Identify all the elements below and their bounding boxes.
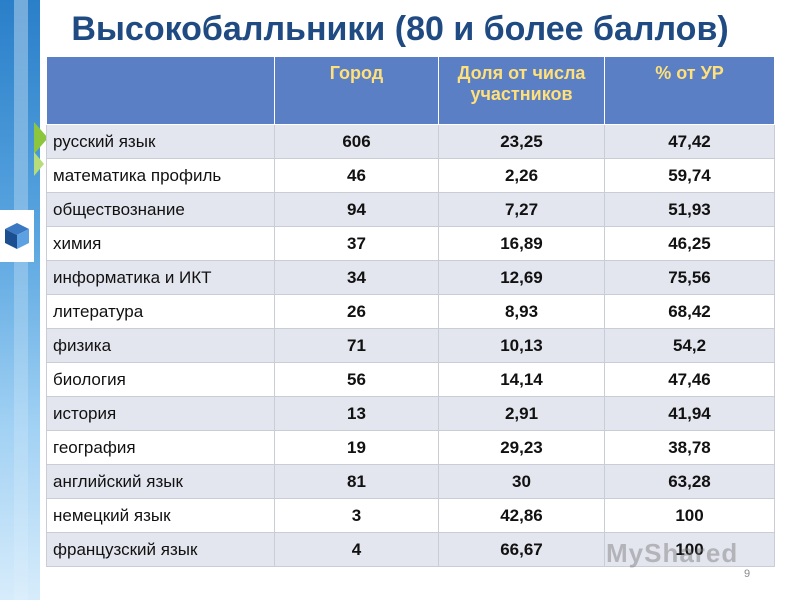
table-row: информатика и ИКТ 34 12,69 75,56 (46, 260, 775, 295)
table-row: обществознание 94 7,27 51,93 (46, 192, 775, 227)
cell-subject: информатика и ИКТ (46, 260, 275, 295)
table-row: русский язык 606 23,25 47,42 (46, 124, 775, 159)
table-row: химия 37 16,89 46,25 (46, 226, 775, 261)
table-row: физика 71 10,13 54,2 (46, 328, 775, 363)
left-decor-band (0, 0, 40, 600)
cell-percent: 41,94 (604, 396, 775, 431)
cell-share: 14,14 (438, 362, 605, 397)
cell-percent: 68,42 (604, 294, 775, 329)
table-header-row: Город Доля от числа участников % от УР (46, 56, 775, 125)
cell-share: 29,23 (438, 430, 605, 465)
cell-percent: 51,93 (604, 192, 775, 227)
results-table: Город Доля от числа участников % от УР р… (46, 56, 775, 567)
cell-share: 16,89 (438, 226, 605, 261)
logo (0, 210, 34, 262)
arrow-decor-icon (34, 122, 48, 154)
cell-city: 606 (274, 124, 439, 159)
cell-city: 81 (274, 464, 439, 499)
page-number: 9 (744, 568, 751, 580)
cell-share: 12,69 (438, 260, 605, 295)
cell-city: 46 (274, 158, 439, 193)
header-share: Доля от числа участников (438, 56, 605, 125)
table-row: география 19 29,23 38,78 (46, 430, 775, 465)
cell-city: 56 (274, 362, 439, 397)
cell-percent: 46,25 (604, 226, 775, 261)
cell-city: 19 (274, 430, 439, 465)
cell-city: 94 (274, 192, 439, 227)
cell-city: 13 (274, 396, 439, 431)
cell-percent: 59,74 (604, 158, 775, 193)
cell-share: 66,67 (438, 532, 605, 567)
table-row: литература 26 8,93 68,42 (46, 294, 775, 329)
table-row: французский язык 4 66,67 100 (46, 532, 775, 567)
cell-percent: 100 (604, 532, 775, 567)
cell-subject: русский язык (46, 124, 275, 159)
cell-share: 42,86 (438, 498, 605, 533)
cell-city: 26 (274, 294, 439, 329)
cell-share: 23,25 (438, 124, 605, 159)
header-city: Город (274, 56, 439, 125)
cell-subject: французский язык (46, 532, 275, 567)
cell-subject: химия (46, 226, 275, 261)
table-row: биология 56 14,14 47,46 (46, 362, 775, 397)
cell-city: 37 (274, 226, 439, 261)
cell-percent: 47,46 (604, 362, 775, 397)
cell-city: 3 (274, 498, 439, 533)
cell-subject: история (46, 396, 275, 431)
cell-share: 2,91 (438, 396, 605, 431)
cell-percent: 100 (604, 498, 775, 533)
cell-share: 2,26 (438, 158, 605, 193)
cell-share: 8,93 (438, 294, 605, 329)
page-title: Высокобалльники (80 и более баллов) (71, 10, 729, 48)
cube-logo-icon (5, 223, 29, 249)
cell-percent: 63,28 (604, 464, 775, 499)
watermark: MyShared (606, 538, 739, 568)
cell-subject: биология (46, 362, 275, 397)
cell-city: 71 (274, 328, 439, 363)
cell-subject: математика профиль (46, 158, 275, 193)
cell-subject: английский язык (46, 464, 275, 499)
table-row: математика профиль 46 2,26 59,74 (46, 158, 775, 193)
cell-percent: 54,2 (604, 328, 775, 363)
cell-share: 7,27 (438, 192, 605, 227)
arrow-decor-small-icon (34, 152, 44, 176)
cell-city: 4 (274, 532, 439, 567)
header-percent: % от УР (604, 56, 775, 125)
cell-city: 34 (274, 260, 439, 295)
cell-subject: литература (46, 294, 275, 329)
table-row: немецкий язык 3 42,86 100 (46, 498, 775, 533)
cell-subject: немецкий язык (46, 498, 275, 533)
table-row: история 13 2,91 41,94 (46, 396, 775, 431)
cell-subject: обществознание (46, 192, 275, 227)
table-row: английский язык 81 30 63,28 (46, 464, 775, 499)
cell-share: 30 (438, 464, 605, 499)
cell-percent: 47,42 (604, 124, 775, 159)
cell-subject: физика (46, 328, 275, 363)
cell-share: 10,13 (438, 328, 605, 363)
cell-percent: 38,78 (604, 430, 775, 465)
cell-subject: география (46, 430, 275, 465)
header-subject (46, 56, 275, 125)
cell-percent: 75,56 (604, 260, 775, 295)
